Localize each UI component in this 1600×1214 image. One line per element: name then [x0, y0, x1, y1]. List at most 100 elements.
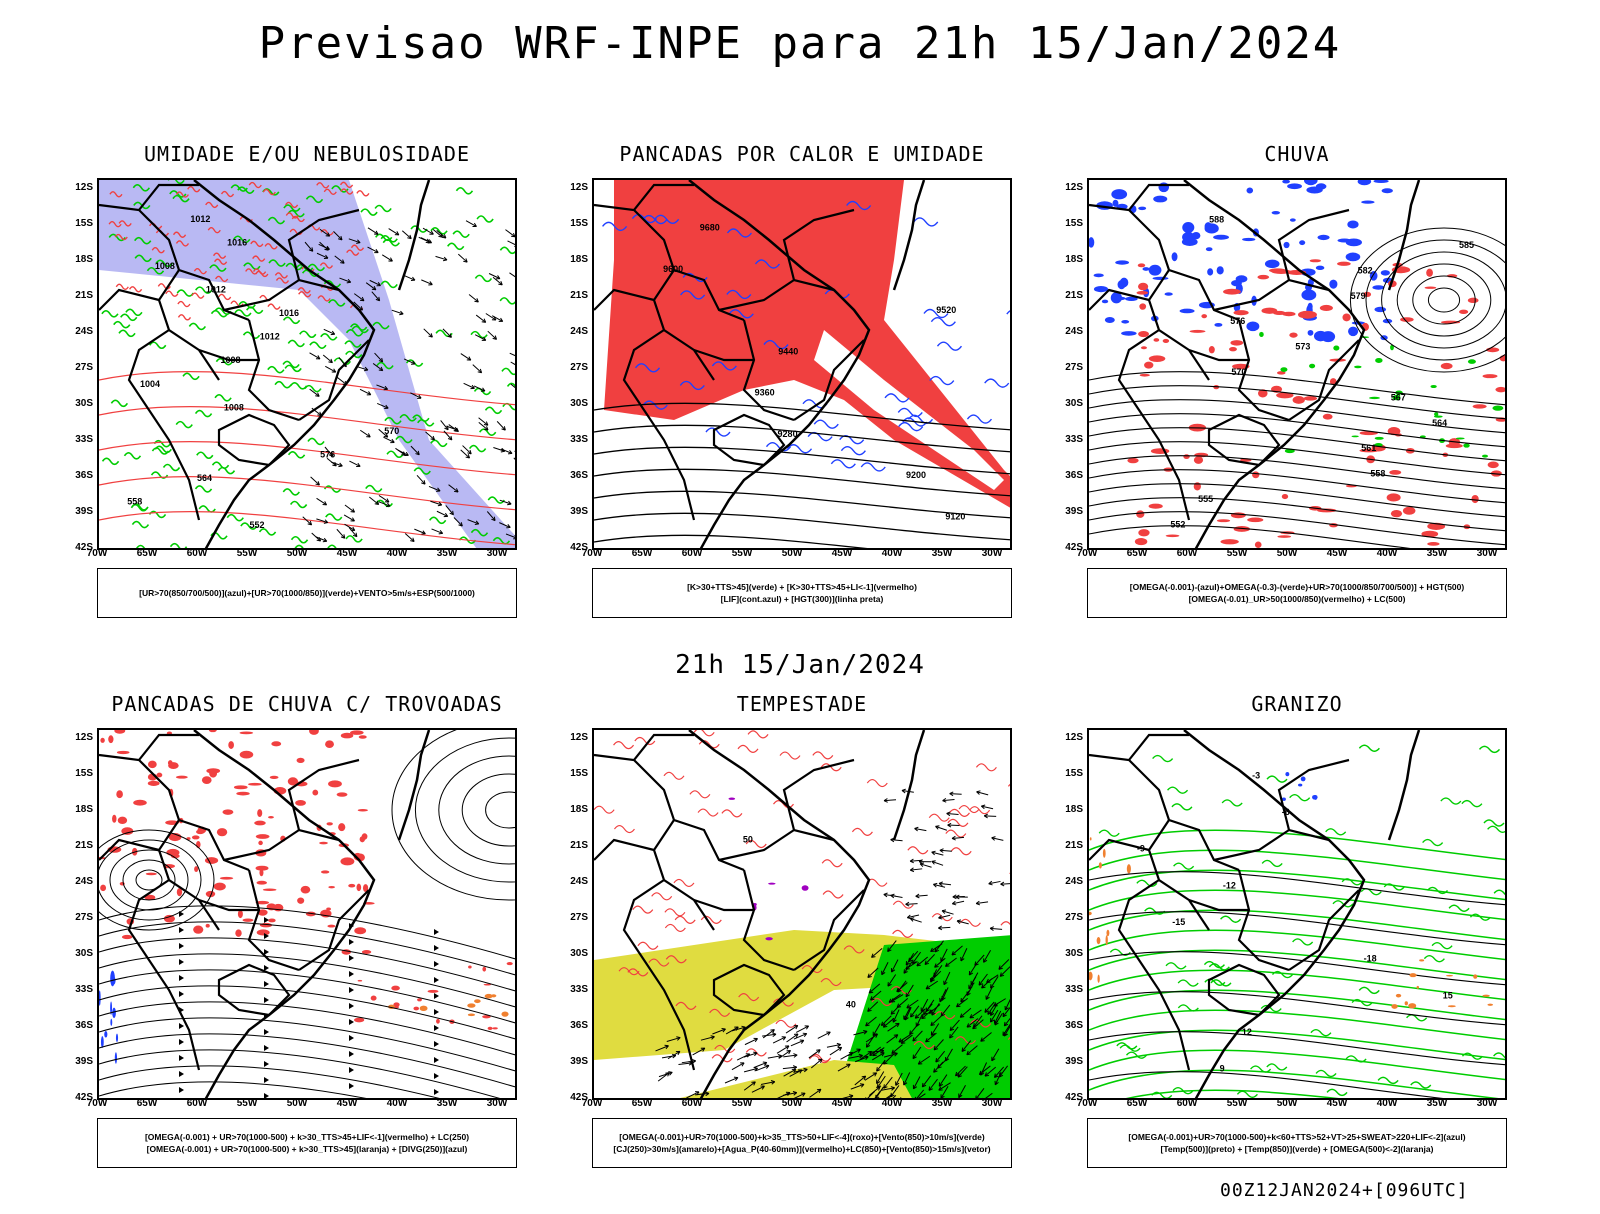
- humidity-contour-green: [218, 468, 234, 474]
- rain-area-blue: [1182, 232, 1195, 242]
- precip-water-contour: [1010, 870, 1012, 877]
- rain-area-red: [1136, 291, 1148, 295]
- lat-tick-label: 15S: [560, 768, 588, 779]
- streamline-arrow: [264, 1061, 269, 1067]
- lat-tick-label: 24S: [560, 876, 588, 887]
- streamline: [99, 1018, 517, 1072]
- omega-area-orange: [1089, 912, 1092, 916]
- streamline-arrow: [179, 1087, 184, 1093]
- thunderstorm-area-red: [168, 760, 173, 766]
- lon-tick-label: 65W: [627, 548, 657, 559]
- rain-area-red: [1141, 346, 1147, 349]
- temp500-contour: [1089, 1072, 1507, 1100]
- lif-contour-blue: [841, 447, 865, 455]
- contour-label: 1012: [190, 214, 210, 224]
- wind-vector: [311, 477, 320, 485]
- rain-area-blue: [1382, 188, 1393, 193]
- thunderstorm-area-red: [256, 881, 267, 885]
- humidity-contour-green: [310, 342, 326, 348]
- rain-area-blue: [1329, 280, 1337, 289]
- closed-contour: [462, 774, 517, 846]
- temp850-contour: [1462, 801, 1482, 807]
- contour-label: 50: [743, 835, 753, 845]
- rain-area-green: [1492, 405, 1503, 410]
- rain-area-red: [1391, 510, 1402, 517]
- contour-label: 585: [1459, 240, 1474, 250]
- lat-tick-label: 27S: [560, 912, 588, 923]
- rain-area-blue: [1213, 235, 1229, 240]
- thunderstorm-area-red: [148, 761, 157, 768]
- precip-water-contour: [951, 848, 971, 855]
- thunderstorm-area-red: [428, 990, 439, 993]
- rain-area-red: [1201, 314, 1207, 318]
- thunderstorm-area-red: [436, 1019, 440, 1024]
- thickness-contour-red: [178, 315, 190, 320]
- contour-label: 9440: [778, 346, 798, 356]
- contour-label: 561: [1361, 443, 1376, 453]
- contour-label: -18: [1364, 954, 1377, 964]
- lat-tick-label: 24S: [1055, 876, 1083, 887]
- closed-contour: [1428, 288, 1459, 312]
- lat-tick-label: 15S: [65, 768, 93, 779]
- precip-water-contour: [698, 809, 718, 816]
- rain-area-red: [1495, 387, 1506, 392]
- rain-area-red: [1403, 507, 1416, 515]
- contour-label: 582: [1358, 265, 1373, 275]
- precip-water-contour: [665, 909, 685, 916]
- rain-area-red: [1183, 454, 1189, 459]
- rain-area-red: [1269, 268, 1286, 272]
- rain-area-blue: [1317, 235, 1329, 240]
- lon-tick-label: 40W: [1372, 548, 1402, 559]
- humidity-contour-green: [215, 395, 231, 401]
- streamline-arrow: [264, 949, 269, 955]
- temp850-contour: [1166, 963, 1186, 969]
- omega-area-orange: [1106, 935, 1108, 945]
- lat-tick-label: 24S: [1055, 326, 1083, 337]
- streamline-arrow: [179, 943, 184, 949]
- thunderstorm-area-red: [417, 998, 422, 1001]
- humidity-contour-green: [308, 438, 324, 444]
- thickness-contour-red: [357, 191, 369, 196]
- lon-tick-label: 70W: [1072, 1098, 1102, 1109]
- temp850-contour: [1209, 964, 1229, 970]
- omega-area-orange: [1409, 973, 1416, 977]
- precip-water-contour: [949, 809, 969, 816]
- humidity-contour-green: [502, 368, 517, 374]
- lon-tick-label: 30W: [1472, 1098, 1502, 1109]
- contour-label: 1016: [227, 237, 247, 247]
- lat-tick-label: 30S: [1055, 398, 1083, 409]
- temp850-contour: [1494, 890, 1507, 896]
- rain-area-blue: [1115, 260, 1129, 264]
- streamline-arrow: [434, 1009, 439, 1015]
- lon-tick-label: 50W: [282, 1098, 312, 1109]
- precip-water-contour: [822, 860, 842, 867]
- thunderstorm-area-red: [240, 731, 254, 734]
- rain-area-red: [1149, 504, 1163, 509]
- temp850-contour: [1449, 905, 1469, 911]
- thunderstorm-area-red: [359, 735, 367, 739]
- rain-area-blue: [1153, 196, 1167, 203]
- temp850-contour: [1089, 930, 1507, 960]
- humidity-contour-green: [375, 205, 391, 211]
- precip-water-contour: [893, 930, 913, 937]
- lat-tick-label: 21S: [1055, 290, 1083, 301]
- streamline: [99, 986, 517, 1040]
- streamline: [99, 922, 517, 976]
- rain-area-blue: [1348, 327, 1358, 336]
- contour-label: 9520: [936, 305, 956, 315]
- temp850-contour: [1262, 860, 1282, 866]
- divergence-blue: [110, 1019, 112, 1026]
- hail-area-blue: [1312, 795, 1318, 800]
- thunderstorm-area-red: [236, 792, 249, 796]
- precip-water-contour: [867, 780, 887, 787]
- temp850-contour: [1484, 820, 1504, 826]
- divergence-blue: [112, 1008, 116, 1018]
- rain-area-red: [1163, 339, 1169, 343]
- thunderstorm-area-red: [338, 823, 345, 831]
- humidity-contour-green: [132, 522, 148, 528]
- rain-area-green: [1431, 385, 1437, 388]
- rain-area-red: [1234, 310, 1249, 315]
- lon-tick-label: 60W: [182, 548, 212, 559]
- legend-line: [LIF](cont.azul) + [HGT(300)](linha pret…: [593, 593, 1011, 605]
